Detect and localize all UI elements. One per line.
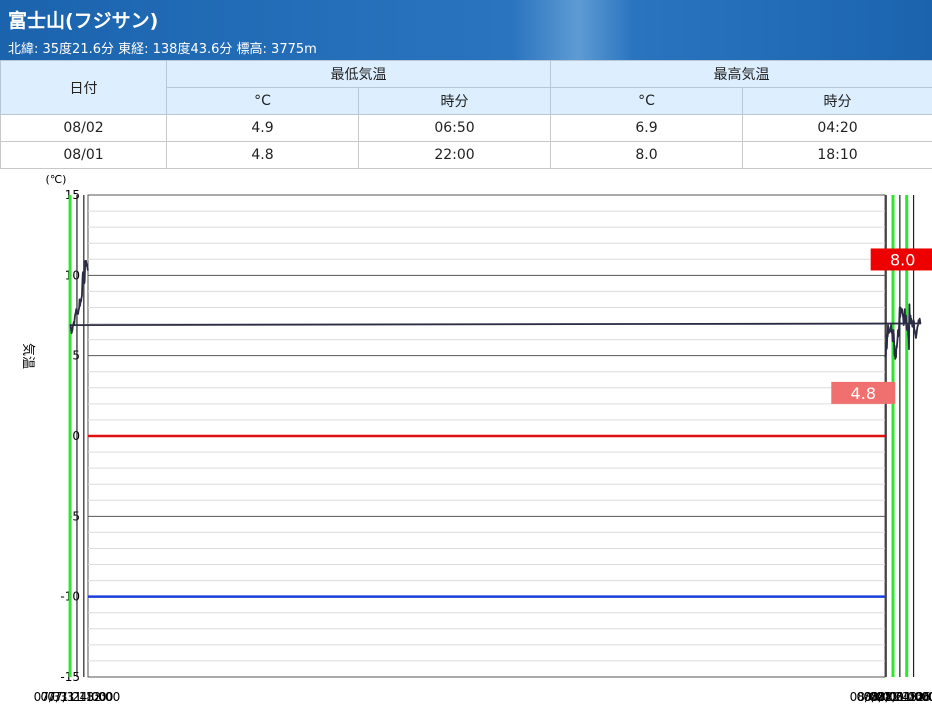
min-value-label: 4.8 [851, 384, 876, 403]
row-max: 8.0 [550, 141, 743, 169]
max-time-header: 時分 [742, 87, 932, 115]
min-time-header: 時分 [358, 87, 551, 115]
station-header: 富士山(フジサン) 北緯: 35度21.6分 東経: 138度43.6分 標高:… [0, 0, 932, 60]
table-row: 08/02 4.9 06:50 6.9 04:20 [0, 114, 932, 142]
table-row: 08/01 4.8 22:00 8.0 18:10 [0, 141, 932, 169]
x-tick-label: 08/01 18:00 [863, 690, 932, 704]
y-tick-label: 0 [72, 429, 80, 443]
max-value-box [870, 248, 932, 271]
row-min: 4.9 [166, 114, 359, 142]
y-tick-label: -5 [68, 509, 80, 523]
date-column-header: 日付 [0, 60, 167, 115]
x-tick-label: 08/01 24:00 [857, 690, 930, 704]
x-tick-label: 08/01 06:00 [877, 690, 932, 704]
x-tick-label: 08/02 06:00 [850, 690, 923, 704]
row-date: 08/02 [0, 114, 167, 142]
row-max: 6.9 [550, 114, 743, 142]
row-max-time: 18:10 [742, 141, 932, 169]
row-date: 08/01 [0, 141, 167, 169]
max-unit-header: °C [550, 87, 743, 115]
row-min: 4.8 [166, 141, 359, 169]
max-value-label: 8.0 [890, 250, 915, 269]
y-tick-label: 10 [65, 268, 80, 282]
max-temp-header: 最高気温 [550, 60, 932, 88]
min-temp-header: 最低気温 [166, 60, 551, 88]
min-unit-header: °C [166, 87, 359, 115]
x-tick-label: 07/31 18:00 [40, 690, 113, 704]
temperature-line [69, 260, 922, 360]
y-tick-label: 15 [65, 188, 80, 202]
row-min-time: 06:50 [358, 114, 551, 142]
min-value-box [831, 381, 896, 404]
x-tick-label: 08/01 12:00 [870, 690, 932, 704]
temperature-summary-table: 日付 最低気温 最高気温 °C 時分 °C 時分 08/02 4.9 06:50… [0, 60, 932, 169]
y-tick-label: 5 [72, 349, 80, 363]
station-location: 北緯: 35度21.6分 東経: 138度43.6分 標高: 3775m [8, 42, 317, 57]
row-max-time: 04:20 [742, 114, 932, 142]
y-axis-label: 気温 [20, 343, 36, 369]
x-tick-label: 07/31 12:00 [47, 690, 120, 704]
x-tick-label: 07/31 24:00 [34, 690, 107, 704]
row-min-time: 22:00 [358, 141, 551, 169]
station-title: 富士山(フジサン) [8, 10, 159, 32]
y-unit-label: (℃) [46, 173, 67, 186]
